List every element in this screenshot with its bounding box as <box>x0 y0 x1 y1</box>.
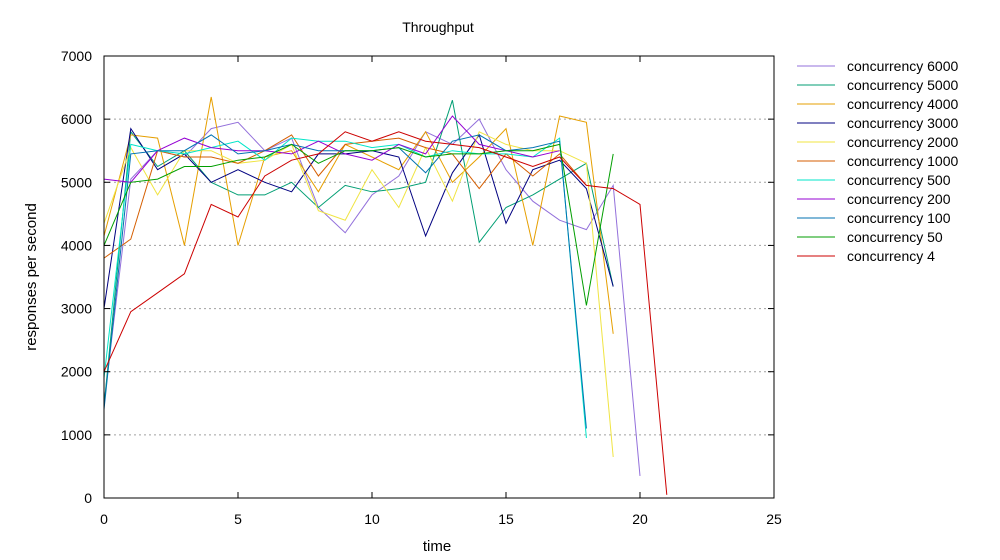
legend-label-concurrency-1000: concurrency 1000 <box>847 153 959 169</box>
y-tick-label: 6000 <box>61 111 92 127</box>
legend-label-concurrency-100: concurrency 100 <box>847 210 951 226</box>
series-lines <box>103 96 668 495</box>
legend-label-concurrency-500: concurrency 500 <box>847 172 951 188</box>
legend-label-concurrency-5000: concurrency 5000 <box>847 77 959 93</box>
legend-label-concurrency-6000: concurrency 6000 <box>847 58 959 74</box>
chart-title: Throughput <box>402 19 474 35</box>
y-tick-label: 7000 <box>61 48 92 64</box>
y-tick-label: 2000 <box>61 364 92 380</box>
y-tick-label: 4000 <box>61 237 92 253</box>
x-axis-title: time <box>423 538 451 555</box>
series-line-concurrency-4000 <box>103 96 614 334</box>
y-tick-label: 1000 <box>61 427 92 443</box>
x-tick-label: 5 <box>234 511 242 527</box>
legend-label-concurrency-200: concurrency 200 <box>847 191 951 207</box>
legend-label-concurrency-3000: concurrency 3000 <box>847 115 959 131</box>
plot-frame <box>103 55 775 499</box>
x-tick-label: 10 <box>364 511 380 527</box>
series-line-concurrency-200 <box>103 115 560 183</box>
x-tick-label: 15 <box>498 511 514 527</box>
y-tick-label: 0 <box>84 490 92 506</box>
series-line-concurrency-4 <box>103 131 668 495</box>
legend-label-concurrency-4: concurrency 4 <box>847 248 935 264</box>
series-line-concurrency-6000 <box>103 118 641 476</box>
series-line-concurrency-3000 <box>103 127 614 309</box>
y-tick-label: 3000 <box>61 301 92 317</box>
x-tick-label: 20 <box>632 511 648 527</box>
legend-label-concurrency-4000: concurrency 4000 <box>847 96 959 112</box>
legend-label-concurrency-2000: concurrency 2000 <box>847 134 959 150</box>
series-line-concurrency-500 <box>103 137 587 439</box>
x-tick-label: 25 <box>766 511 782 527</box>
legend: concurrency 6000 concurrency 5000 concurre… <box>797 58 959 264</box>
series-line-concurrency-2000 <box>103 131 614 458</box>
series-line-concurrency-5000 <box>103 100 614 407</box>
x-tick-label: 0 <box>100 511 108 527</box>
legend-label-concurrency-50: concurrency 50 <box>847 229 943 245</box>
axis-ticks: 0 1000 2000 3000 4000 5000 6000 7000 0 5 10 15 20 25 <box>61 48 782 527</box>
y-tick-label: 5000 <box>61 174 92 190</box>
y-axis-title: responses per second <box>23 203 40 351</box>
series-line-concurrency-50 <box>103 143 614 306</box>
